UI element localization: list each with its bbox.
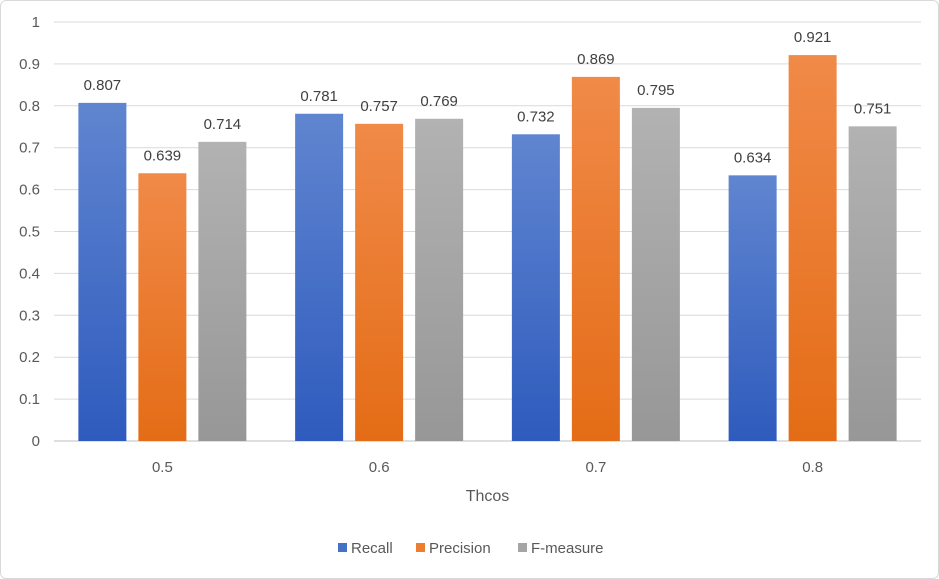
y-tick-label: 1	[32, 14, 40, 31]
data-label: 0.757	[360, 98, 398, 115]
y-tick-label: 0.8	[19, 98, 40, 115]
data-label: 0.781	[300, 88, 338, 105]
bar-precision-0-8	[788, 55, 837, 441]
y-tick-label: 0.9	[19, 56, 40, 73]
bar-recall-0-8	[728, 175, 777, 441]
bar-recall-0-6	[295, 113, 344, 442]
y-tick-label: 0.6	[19, 182, 40, 199]
y-tick-label: 0.3	[19, 307, 40, 324]
data-label: 0.714	[204, 116, 242, 133]
bar-recall-0-7	[511, 134, 560, 442]
data-label: 0.921	[794, 29, 832, 46]
legend-swatch	[416, 543, 425, 552]
data-label: 0.807	[84, 77, 122, 94]
bar-recall-0-5	[78, 102, 127, 441]
bar-f-measure-0-8	[848, 126, 897, 442]
legend-label: F-measure	[531, 540, 604, 557]
y-axis-ticks: 0 0.1 0.2 0.3 0.4 0.5 0.6 0.7 0.8 0.9 1	[19, 14, 40, 450]
data-label: 0.795	[637, 82, 675, 99]
bar-precision-0-5	[138, 173, 187, 441]
data-labels: 0.807 0.639 0.714 0.781 0.757 0.769 0.732 0.869…	[84, 29, 892, 166]
legend-label: Recall	[351, 540, 393, 557]
legend-swatch	[518, 543, 527, 552]
y-tick-label: 0	[32, 433, 40, 450]
y-tick-label: 0.1	[19, 391, 40, 408]
y-tick-label: 0.5	[19, 224, 40, 241]
x-tick-label: 0.5	[152, 459, 173, 476]
y-tick-label: 0.2	[19, 349, 40, 366]
bar-f-measure-0-5	[198, 141, 247, 442]
data-label: 0.732	[517, 108, 555, 125]
legend: Recall Precision F-measure	[338, 540, 604, 557]
x-axis-ticks: 0.5 0.6 0.7 0.8	[152, 459, 823, 476]
data-label: 0.751	[854, 100, 892, 117]
x-axis-title: Thcos	[466, 488, 510, 505]
data-label: 0.634	[734, 149, 772, 166]
data-label: 0.869	[577, 51, 615, 68]
y-tick-label: 0.4	[19, 265, 40, 282]
data-label: 0.639	[144, 147, 182, 164]
bar-f-measure-0-7	[631, 107, 680, 442]
x-tick-label: 0.7	[585, 459, 606, 476]
bars	[78, 55, 897, 442]
legend-label: Precision	[429, 540, 491, 557]
x-tick-label: 0.6	[369, 459, 390, 476]
data-label: 0.769	[420, 93, 458, 110]
bar-precision-0-6	[355, 123, 404, 441]
bar-precision-0-7	[571, 76, 620, 441]
y-tick-label: 0.7	[19, 140, 40, 157]
bar-f-measure-0-6	[415, 118, 464, 441]
legend-swatch	[338, 543, 347, 552]
x-tick-label: 0.8	[802, 459, 823, 476]
